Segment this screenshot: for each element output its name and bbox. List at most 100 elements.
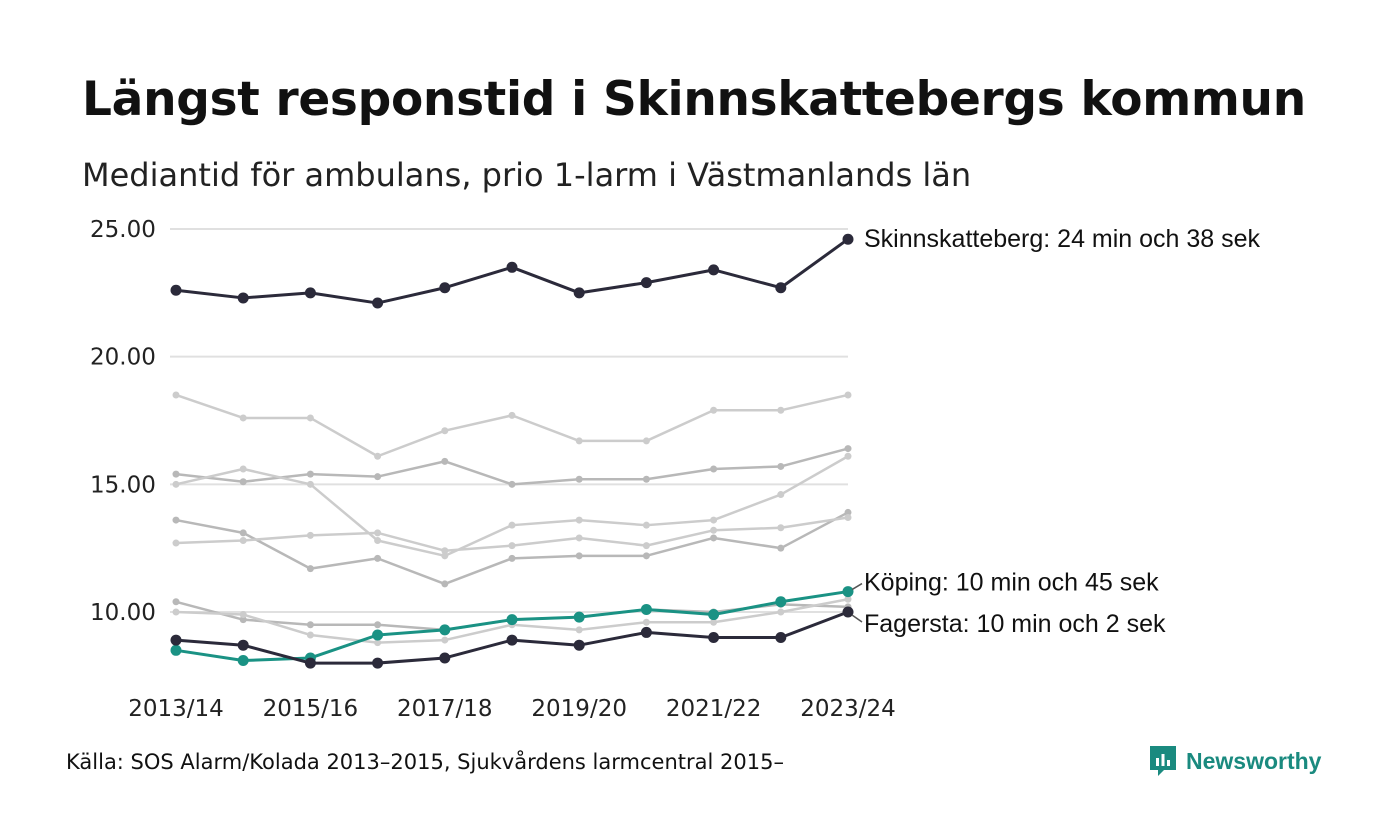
data-point [844, 452, 852, 460]
data-point-highlight [170, 284, 182, 296]
data-point [374, 554, 382, 562]
series-end-label: Skinnskatteberg: 24 min och 38 sek [864, 225, 1261, 253]
data-point [777, 524, 785, 532]
data-point-highlight [640, 277, 652, 289]
data-point [575, 534, 583, 542]
data-point [441, 580, 449, 588]
data-point [374, 621, 382, 629]
data-point [172, 480, 180, 488]
brand-logo: Newsworthy [1148, 744, 1321, 778]
y-tick-label: 15.00 [90, 472, 156, 498]
data-point [374, 639, 382, 647]
y-tick-label: 25.00 [90, 217, 156, 243]
data-point-highlight [506, 614, 518, 626]
chart-subtitle: Mediantid för ambulans, prio 1-larm i Vä… [82, 156, 972, 194]
data-point [441, 636, 449, 644]
data-point [575, 516, 583, 524]
data-point [172, 598, 180, 606]
data-point [239, 616, 247, 624]
data-point-highlight [439, 652, 451, 664]
data-point [306, 631, 314, 639]
data-point [777, 462, 785, 470]
data-point-highlight [506, 261, 518, 273]
source-note: Källa: SOS Alarm/Kolada 2013–2015, Sjukv… [66, 750, 784, 774]
y-tick-label: 20.00 [90, 345, 156, 371]
data-point [374, 452, 382, 460]
series-line [175, 447, 849, 486]
brand-name: Newsworthy [1186, 747, 1322, 774]
data-point [508, 554, 516, 562]
series-line [175, 455, 849, 558]
data-point [508, 542, 516, 550]
chart-title: Längst responstid i Skinnskattebergs kom… [82, 72, 1306, 127]
data-point [306, 480, 314, 488]
data-point-highlight [775, 282, 787, 294]
data-point [239, 478, 247, 486]
data-point [172, 608, 180, 616]
data-point-highlight [506, 634, 518, 646]
data-point [575, 626, 583, 634]
data-point-highlight [170, 634, 182, 646]
series-end-label: Fagersta: 10 min och 2 sek [864, 610, 1166, 638]
data-point-highlight [439, 282, 451, 294]
data-point-highlight [640, 603, 652, 615]
data-point [374, 537, 382, 545]
data-point [306, 414, 314, 422]
data-point [508, 411, 516, 419]
data-point [710, 618, 718, 626]
data-point [710, 406, 718, 414]
data-point-highlight [372, 297, 384, 309]
data-point [642, 542, 650, 550]
data-point-highlight [842, 606, 854, 618]
data-point-highlight [439, 624, 451, 636]
data-point-highlight [237, 292, 249, 304]
data-point-highlight [573, 639, 585, 651]
data-point [172, 516, 180, 524]
data-point-highlight [237, 655, 249, 667]
data-point [642, 618, 650, 626]
x-tick-label: 2015/16 [263, 696, 359, 722]
data-point-highlight [304, 657, 316, 669]
x-tick-label: 2013/14 [128, 696, 224, 722]
data-point-highlight [372, 629, 384, 641]
x-tick-label: 2017/18 [397, 696, 493, 722]
data-point [306, 621, 314, 629]
y-tick-label: 10.00 [90, 600, 156, 626]
data-point [710, 534, 718, 542]
data-point-highlight [775, 596, 787, 608]
data-point [239, 465, 247, 473]
x-tick-label: 2019/20 [531, 696, 627, 722]
data-point [441, 427, 449, 435]
data-point [844, 391, 852, 399]
data-point [844, 508, 852, 516]
data-point [239, 611, 247, 619]
series-end-label: Köping: 10 min och 45 sek [864, 569, 1159, 597]
data-point [710, 526, 718, 534]
data-point-highlight [237, 639, 249, 651]
data-point [239, 529, 247, 537]
data-point [575, 552, 583, 560]
newsworthy-logo-icon [1150, 746, 1176, 776]
data-point [642, 475, 650, 483]
data-point [844, 514, 852, 522]
data-point [642, 552, 650, 560]
data-point [777, 406, 785, 414]
data-point-highlight [842, 586, 854, 598]
data-point-highlight [708, 632, 720, 644]
data-point-highlight [640, 626, 652, 638]
data-point [374, 529, 382, 537]
data-point-highlight [708, 609, 720, 621]
data-point [575, 437, 583, 445]
line-chart: 10.00 15.00 20.00 25.00 2013/14 2015/16 2017/1… [90, 217, 1261, 722]
data-point [508, 521, 516, 529]
data-point [239, 537, 247, 545]
data-point [642, 437, 650, 445]
data-point-highlight [170, 644, 182, 656]
data-point-highlight [304, 287, 316, 299]
data-point [777, 544, 785, 552]
data-point-highlight [573, 287, 585, 299]
data-point [441, 552, 449, 560]
data-point [172, 391, 180, 399]
data-point [239, 414, 247, 422]
data-point [777, 491, 785, 499]
